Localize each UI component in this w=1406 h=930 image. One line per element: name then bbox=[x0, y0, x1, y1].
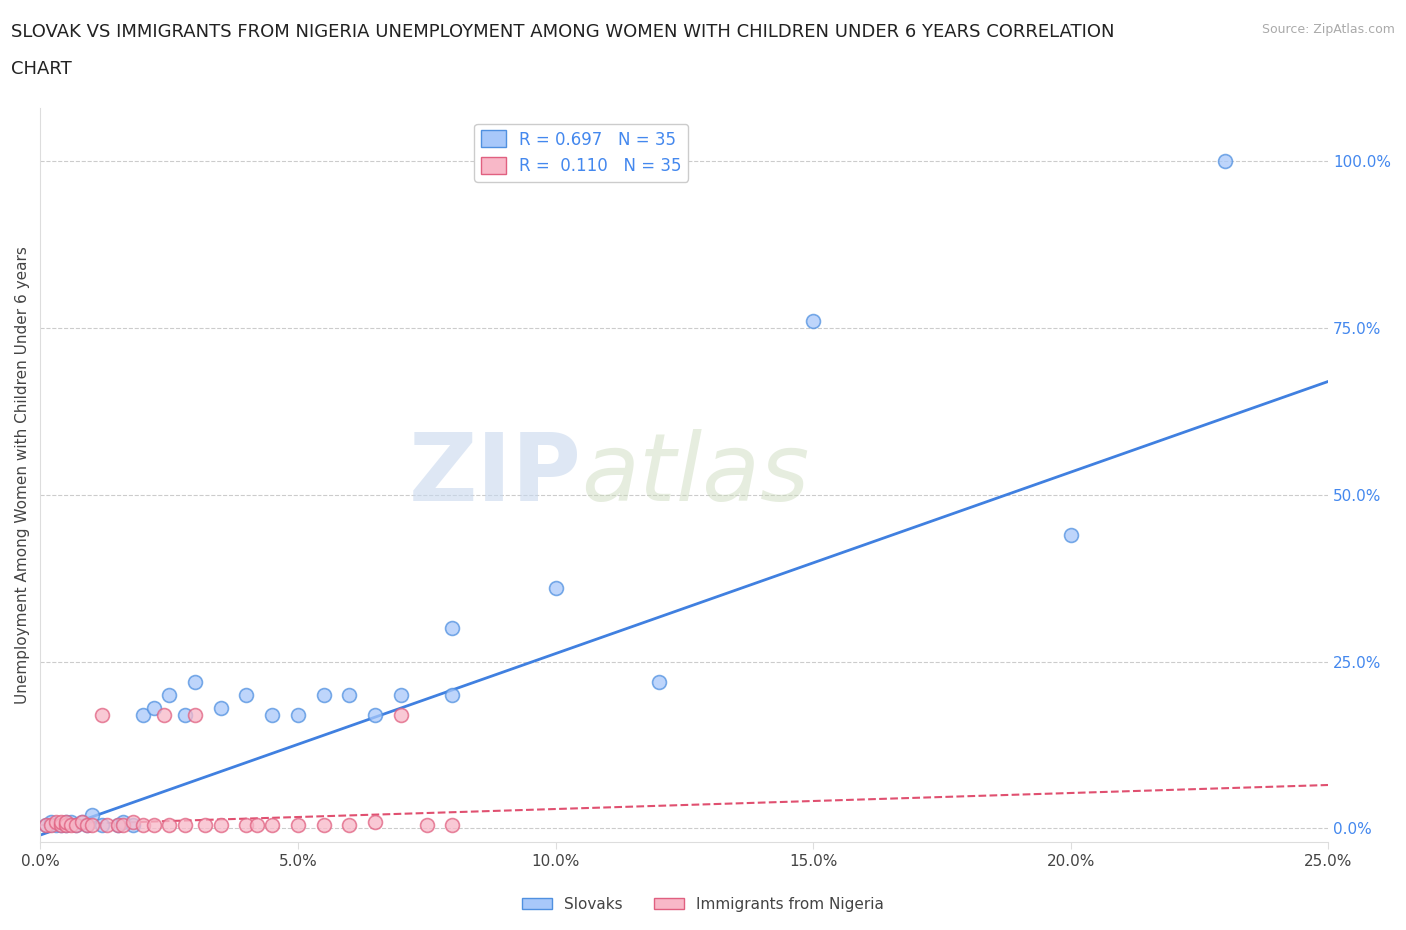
Point bbox=[132, 708, 155, 723]
Point bbox=[441, 687, 464, 702]
Y-axis label: Unemployment Among Women with Children Under 6 years: Unemployment Among Women with Children U… bbox=[15, 246, 30, 704]
Point bbox=[184, 708, 207, 723]
Point bbox=[76, 817, 98, 832]
Point bbox=[157, 817, 180, 832]
Point bbox=[262, 817, 284, 832]
Point bbox=[39, 817, 62, 832]
Point bbox=[157, 687, 180, 702]
Point bbox=[91, 708, 114, 723]
Legend: R = 0.697   N = 35, R =  0.110   N = 35: R = 0.697 N = 35, R = 0.110 N = 35 bbox=[474, 124, 689, 181]
Point bbox=[45, 815, 67, 830]
Point bbox=[49, 815, 72, 830]
Point bbox=[364, 708, 387, 723]
Point bbox=[49, 817, 72, 832]
Point bbox=[209, 817, 232, 832]
Point bbox=[312, 687, 335, 702]
Point bbox=[142, 701, 165, 716]
Point bbox=[122, 817, 145, 832]
Point bbox=[262, 708, 284, 723]
Point bbox=[647, 674, 669, 689]
Point bbox=[55, 817, 77, 832]
Point bbox=[55, 815, 77, 830]
Point bbox=[339, 687, 361, 702]
Point bbox=[91, 817, 114, 832]
Point bbox=[246, 817, 269, 832]
Point bbox=[173, 708, 195, 723]
Point bbox=[153, 708, 176, 723]
Point bbox=[173, 817, 195, 832]
Point bbox=[339, 817, 361, 832]
Point bbox=[312, 817, 335, 832]
Point bbox=[416, 817, 439, 832]
Point bbox=[96, 817, 118, 832]
Point bbox=[389, 708, 412, 723]
Point bbox=[65, 817, 87, 832]
Text: atlas: atlas bbox=[581, 430, 810, 521]
Point bbox=[801, 314, 824, 329]
Point bbox=[1059, 527, 1081, 542]
Point bbox=[55, 817, 77, 832]
Point bbox=[65, 817, 87, 832]
Point bbox=[235, 817, 257, 832]
Point bbox=[60, 815, 83, 830]
Point bbox=[441, 817, 464, 832]
Point bbox=[142, 817, 165, 832]
Point bbox=[122, 815, 145, 830]
Point bbox=[111, 817, 134, 832]
Text: ZIP: ZIP bbox=[408, 429, 581, 521]
Point bbox=[34, 817, 56, 832]
Legend: Slovaks, Immigrants from Nigeria: Slovaks, Immigrants from Nigeria bbox=[516, 891, 890, 918]
Point bbox=[209, 701, 232, 716]
Point bbox=[76, 817, 98, 832]
Point bbox=[45, 817, 67, 832]
Point bbox=[80, 817, 103, 832]
Point bbox=[194, 817, 217, 832]
Point bbox=[184, 674, 207, 689]
Point bbox=[544, 581, 567, 596]
Point bbox=[49, 817, 72, 832]
Point bbox=[287, 817, 309, 832]
Point bbox=[55, 815, 77, 830]
Point bbox=[441, 621, 464, 636]
Point bbox=[70, 815, 93, 830]
Point bbox=[80, 807, 103, 822]
Point bbox=[364, 815, 387, 830]
Point bbox=[107, 817, 129, 832]
Point bbox=[70, 815, 93, 830]
Point bbox=[39, 815, 62, 830]
Point bbox=[60, 817, 83, 832]
Point bbox=[107, 817, 129, 832]
Point bbox=[235, 687, 257, 702]
Point bbox=[287, 708, 309, 723]
Point bbox=[1213, 154, 1236, 169]
Text: Source: ZipAtlas.com: Source: ZipAtlas.com bbox=[1261, 23, 1395, 36]
Text: SLOVAK VS IMMIGRANTS FROM NIGERIA UNEMPLOYMENT AMONG WOMEN WITH CHILDREN UNDER 6: SLOVAK VS IMMIGRANTS FROM NIGERIA UNEMPL… bbox=[11, 23, 1115, 41]
Point bbox=[389, 687, 412, 702]
Point bbox=[111, 815, 134, 830]
Point bbox=[132, 817, 155, 832]
Text: CHART: CHART bbox=[11, 60, 72, 78]
Point bbox=[34, 817, 56, 832]
